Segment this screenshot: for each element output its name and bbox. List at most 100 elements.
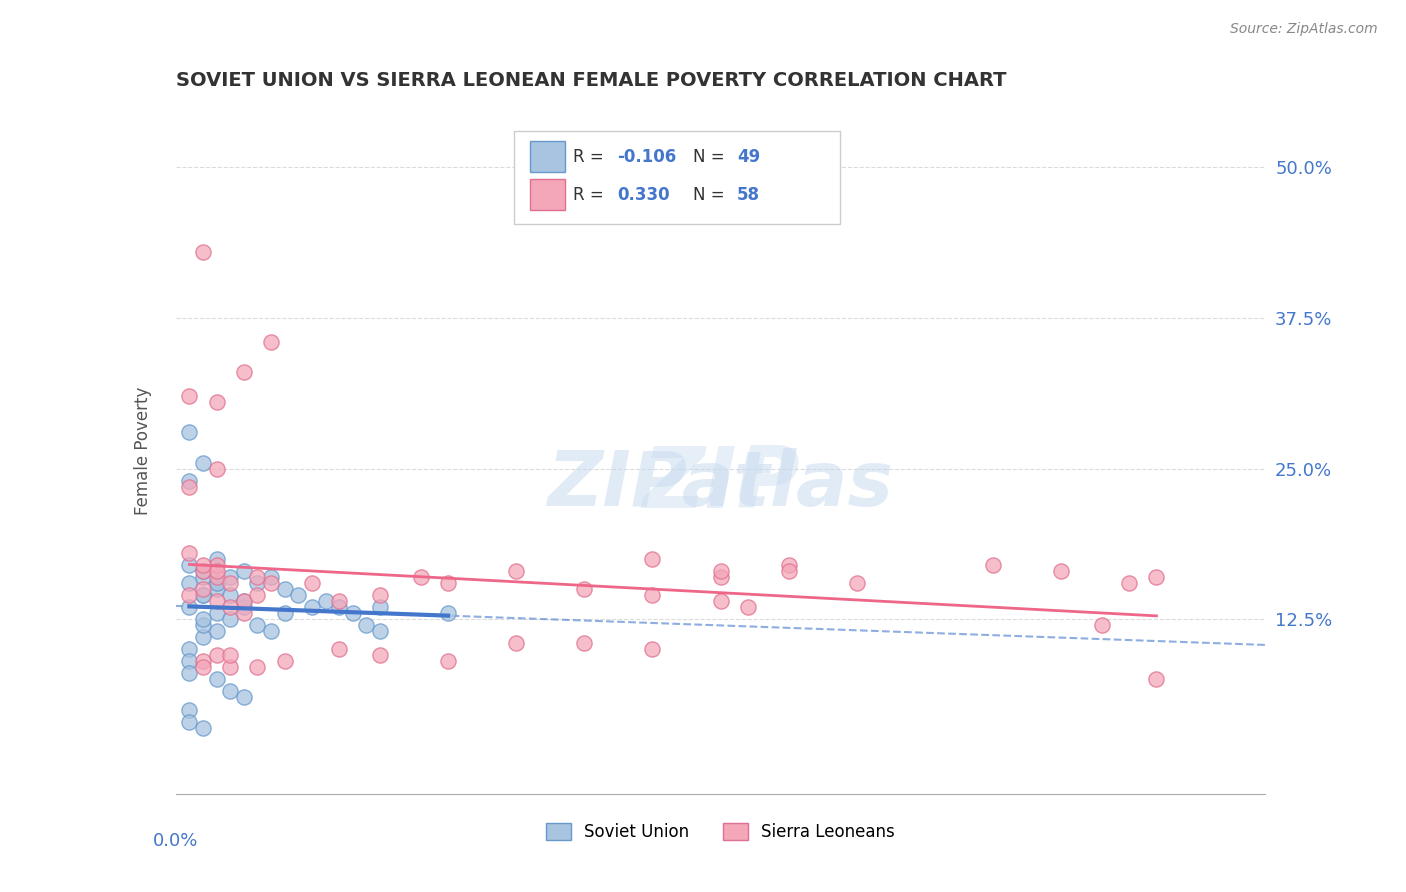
Point	[981, 558, 1004, 572]
Point	[191, 618, 214, 632]
FancyBboxPatch shape	[513, 131, 841, 224]
Point	[368, 588, 391, 602]
Point	[191, 564, 214, 578]
Point	[1118, 576, 1140, 591]
Point	[437, 606, 460, 620]
Point	[246, 576, 269, 591]
Text: R =: R =	[574, 186, 609, 204]
Text: 49: 49	[737, 148, 761, 166]
Point	[260, 624, 283, 639]
FancyBboxPatch shape	[530, 179, 565, 211]
Text: N =: N =	[693, 148, 730, 166]
Point	[179, 474, 201, 488]
Point	[778, 558, 800, 572]
Point	[205, 461, 228, 475]
Point	[232, 594, 254, 608]
Point	[205, 582, 228, 596]
Point	[641, 552, 664, 566]
Text: -0.106: -0.106	[617, 148, 676, 166]
Point	[328, 594, 350, 608]
Point	[232, 365, 254, 379]
Point	[737, 600, 759, 615]
Point	[219, 570, 242, 584]
Text: N =: N =	[693, 186, 730, 204]
Point	[205, 558, 228, 572]
Point	[574, 636, 596, 650]
Point	[641, 642, 664, 657]
Point	[845, 576, 868, 591]
Point	[191, 588, 214, 602]
Point	[179, 600, 201, 615]
Point	[710, 570, 733, 584]
Point	[219, 684, 242, 698]
Text: ZIP: ZIP	[641, 443, 800, 526]
Point	[1091, 618, 1114, 632]
Point	[179, 425, 201, 440]
Point	[710, 594, 733, 608]
Text: Source: ZipAtlas.com: Source: ZipAtlas.com	[1230, 22, 1378, 37]
Point	[191, 564, 214, 578]
Point	[232, 690, 254, 705]
Point	[274, 654, 297, 668]
Point	[205, 673, 228, 687]
Point	[437, 654, 460, 668]
Point	[328, 642, 350, 657]
Point	[260, 334, 283, 349]
Point	[205, 594, 228, 608]
Point	[574, 582, 596, 596]
Text: 0.0%: 0.0%	[153, 831, 198, 850]
Point	[368, 624, 391, 639]
Point	[356, 618, 378, 632]
Point	[274, 606, 297, 620]
Point	[368, 600, 391, 615]
Point	[191, 456, 214, 470]
Point	[246, 618, 269, 632]
Point	[301, 600, 323, 615]
Point	[219, 588, 242, 602]
Point	[232, 564, 254, 578]
Point	[301, 576, 323, 591]
Point	[179, 546, 201, 560]
Point	[1050, 564, 1073, 578]
Point	[232, 606, 254, 620]
Point	[505, 636, 527, 650]
Y-axis label: Female Poverty: Female Poverty	[134, 386, 152, 515]
Point	[191, 558, 214, 572]
Point	[505, 564, 527, 578]
Point	[409, 570, 432, 584]
Point	[179, 654, 201, 668]
Point	[205, 576, 228, 591]
Point	[179, 702, 201, 716]
Point	[219, 576, 242, 591]
Point	[328, 600, 350, 615]
Point	[368, 648, 391, 663]
Point	[205, 395, 228, 409]
Text: ZIPatlas: ZIPatlas	[547, 448, 894, 522]
Text: R =: R =	[574, 148, 609, 166]
FancyBboxPatch shape	[530, 141, 565, 172]
Point	[179, 389, 201, 403]
Point	[232, 600, 254, 615]
Point	[437, 576, 460, 591]
Point	[246, 588, 269, 602]
Point	[179, 588, 201, 602]
Point	[260, 570, 283, 584]
Text: SOVIET UNION VS SIERRA LEONEAN FEMALE POVERTY CORRELATION CHART: SOVIET UNION VS SIERRA LEONEAN FEMALE PO…	[176, 71, 1007, 90]
Point	[205, 606, 228, 620]
Point	[205, 564, 228, 578]
Point	[191, 244, 214, 259]
Point	[287, 588, 309, 602]
Point	[179, 642, 201, 657]
Point	[179, 558, 201, 572]
Point	[205, 552, 228, 566]
Point	[641, 588, 664, 602]
Point	[179, 576, 201, 591]
Point	[778, 564, 800, 578]
Point	[274, 582, 297, 596]
Point	[191, 570, 214, 584]
Point	[191, 582, 214, 596]
Point	[205, 648, 228, 663]
Legend: Soviet Union, Sierra Leoneans: Soviet Union, Sierra Leoneans	[540, 816, 901, 847]
Point	[191, 630, 214, 644]
Point	[710, 564, 733, 578]
